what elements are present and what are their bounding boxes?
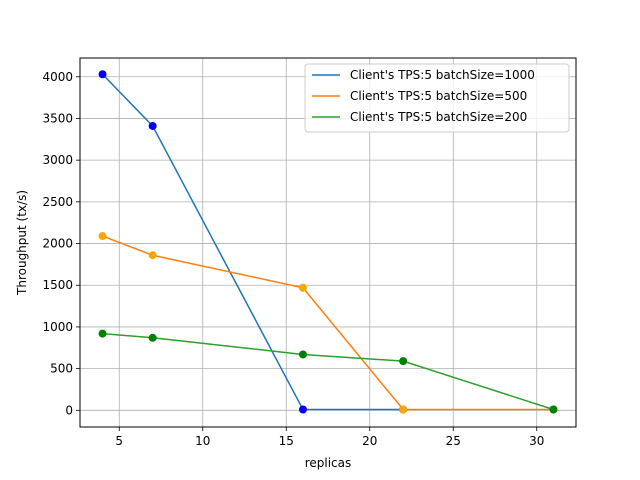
data-point-series-3 <box>98 329 107 338</box>
legend-entry-1: Client's TPS:5 batchSize=1000 <box>350 68 535 82</box>
legend-entry-2: Client's TPS:5 batchSize=500 <box>350 89 527 103</box>
y-tick-label: 3000 <box>42 153 73 167</box>
data-point-series-3 <box>399 357 408 366</box>
series-markers <box>98 70 558 414</box>
data-point-series-1 <box>98 70 107 79</box>
x-axis-label: replicas <box>305 456 352 470</box>
legend: Client's TPS:5 batchSize=1000 Client's TP… <box>304 63 570 133</box>
x-tick-label: 15 <box>279 434 294 448</box>
axis-ticks: 5 10 15 20 25 30 0 500 1000 1500 2000 2500 3000 3500 4… <box>42 70 544 448</box>
data-point-series-1 <box>298 405 307 414</box>
data-point-series-2 <box>399 405 408 414</box>
y-tick-label: 0 <box>65 403 73 417</box>
y-tick-label: 1500 <box>42 278 73 292</box>
legend-box <box>304 63 570 133</box>
y-tick-label: 2000 <box>42 237 73 251</box>
data-point-series-1 <box>148 121 157 130</box>
y-tick-label: 500 <box>50 362 73 376</box>
x-tick-label: 30 <box>529 434 544 448</box>
y-tick-label: 2500 <box>42 195 73 209</box>
data-point-series-2 <box>148 251 157 260</box>
y-tick-label: 4000 <box>42 70 73 84</box>
x-tick-label: 10 <box>195 434 210 448</box>
x-tick-label: 20 <box>362 434 377 448</box>
legend-entry-3: Client's TPS:5 batchSize=200 <box>350 110 527 124</box>
x-tick-label: 25 <box>446 434 461 448</box>
data-point-series-3 <box>549 405 558 414</box>
data-point-series-3 <box>298 350 307 359</box>
series-line-1 <box>102 73 404 411</box>
data-point-series-2 <box>98 232 107 241</box>
x-tick-label: 5 <box>115 434 123 448</box>
data-point-series-3 <box>148 333 157 342</box>
plot-frame <box>79 57 577 428</box>
y-tick-label: 1000 <box>42 320 73 334</box>
data-point-series-2 <box>298 283 307 292</box>
y-axis-label: Throughput (tx/s) <box>15 190 29 296</box>
y-tick-label: 3500 <box>42 111 73 125</box>
